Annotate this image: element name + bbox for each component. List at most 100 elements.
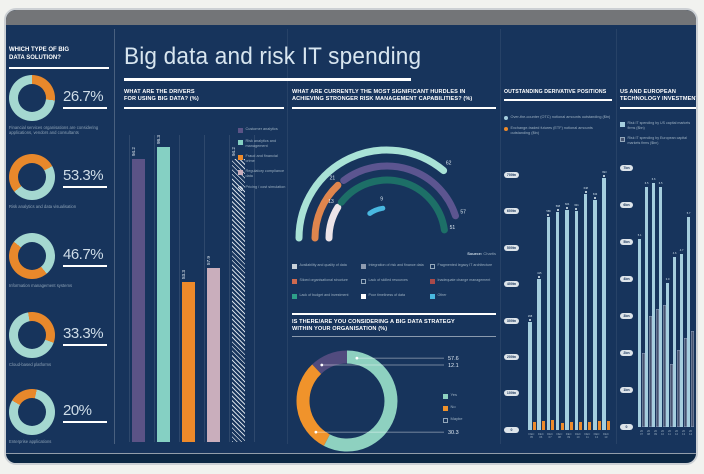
x-axis-label: DEC 06 bbox=[537, 432, 544, 440]
strategy-value: 57.6 bbox=[448, 356, 459, 362]
bar-top-dot bbox=[528, 319, 531, 321]
legend-item: Over-the-counter (OTC) notional amounts … bbox=[504, 115, 612, 120]
legend-item: Other bbox=[430, 293, 498, 299]
legend-item: Maybe bbox=[443, 416, 493, 423]
x-axis-label: 20 08 bbox=[646, 429, 651, 437]
gridline bbox=[229, 135, 230, 442]
callout-dot bbox=[320, 363, 324, 367]
legend-swatch bbox=[361, 279, 366, 284]
legend-label: Lack of budget and investment bbox=[299, 293, 349, 297]
driver-bar bbox=[182, 282, 195, 442]
derivatives-heading: OUTSTANDING DERIVATIVE POSITIONS bbox=[504, 89, 607, 95]
legend-label: Over-the-counter (OTC) notional amounts … bbox=[510, 115, 611, 119]
derivatives-legend: Over-the-counter (OTC) notional amounts … bbox=[504, 115, 612, 141]
legend-label: Customer analytics bbox=[245, 127, 278, 131]
hurdle-arc-value: 13 bbox=[328, 199, 334, 205]
x-axis-label: DEC 08 bbox=[556, 432, 563, 440]
divider bbox=[114, 29, 115, 444]
divider bbox=[124, 78, 411, 81]
strategy-heading-line1: IS THERE/ARE YOU CONSIDERING A BIG DATA … bbox=[292, 319, 455, 325]
x-axis-label: 20 11 bbox=[667, 429, 672, 437]
otc-bar bbox=[574, 211, 579, 430]
legend-item: Risk IT spending by European capital mar… bbox=[620, 136, 696, 145]
strategy-value: 12.1 bbox=[448, 363, 459, 369]
y-axis-label: 5bn bbox=[620, 239, 633, 245]
bar-value: 598 bbox=[555, 205, 561, 208]
bar-value: 298 bbox=[527, 315, 533, 318]
divider bbox=[63, 107, 107, 109]
tech-heading-line2: TECHNOLOGY INVESTMENT bbox=[620, 96, 698, 103]
legend-swatch bbox=[443, 418, 448, 423]
strategy-donut-chart: 57.612.1 30.3 bbox=[296, 350, 459, 452]
donut-hole bbox=[18, 242, 46, 270]
legend-item: Risk IT spending by US capital markets f… bbox=[620, 121, 696, 130]
bar-value: 586 bbox=[546, 210, 551, 213]
otc-bar bbox=[555, 212, 560, 430]
hurdle-arc-value: 21 bbox=[330, 176, 336, 182]
divider bbox=[292, 336, 496, 337]
legend-label: Risk IT spending by European capital mar… bbox=[627, 136, 687, 145]
bar-value: 4.6 bbox=[672, 252, 677, 255]
x-axis-label: DEC 12 bbox=[593, 432, 600, 440]
hurdles-legend: Availability and quality of data Integrat… bbox=[292, 263, 498, 305]
bar-value: 415 bbox=[537, 272, 542, 275]
legend-label: Poor timeliness of data bbox=[368, 293, 406, 297]
legend-label: Maybe bbox=[450, 416, 463, 421]
legend-label: Pricing / cost simulation bbox=[245, 184, 286, 189]
legend-dot bbox=[504, 127, 508, 131]
hurdle-arc bbox=[311, 181, 342, 242]
legend-item: Regulatory compliance data bbox=[238, 169, 286, 178]
legend-label: Inadequate change management bbox=[437, 278, 491, 282]
y-axis-label: 2bn bbox=[620, 350, 633, 356]
europe-bar bbox=[655, 309, 659, 427]
legend-item: Fragmented legacy IT architecture bbox=[430, 263, 498, 269]
bar-top-dot bbox=[556, 209, 559, 211]
y-axis-label: 500tn bbox=[504, 244, 519, 251]
x-axis-label: DEC 09 bbox=[565, 432, 572, 440]
legend-item: Inadequate change management bbox=[430, 278, 498, 284]
hurdles-heading-line1: WHAT ARE CURRENTLY THE MOST SIGNIFICANT … bbox=[292, 89, 466, 95]
legend-label: Yes bbox=[450, 392, 458, 397]
y-axis-label: 200tn bbox=[504, 354, 519, 360]
solution-item: 20% Enterprise applications bbox=[9, 389, 109, 463]
strategy-legend: Yes No Maybe bbox=[443, 392, 493, 429]
hurdle-arc-value: 51 bbox=[450, 225, 456, 231]
legend-swatch bbox=[430, 279, 435, 284]
donut-hole bbox=[18, 398, 46, 426]
otc-bar bbox=[546, 217, 551, 430]
bar-value: 5.7 bbox=[686, 212, 691, 215]
legend-item: Exchange-traded futures (ETF) notional a… bbox=[504, 126, 612, 135]
europe-bar bbox=[669, 364, 673, 427]
x-axis-label: 20 13 bbox=[681, 429, 686, 437]
hurdle-arc-value: 9 bbox=[380, 196, 383, 202]
europe-bar bbox=[662, 305, 666, 427]
x-axis-label: DEC 13 bbox=[602, 432, 609, 440]
legend-swatch bbox=[620, 137, 625, 143]
y-axis-label: 300tn bbox=[504, 317, 519, 324]
tech-heading: US AND EUROPEAN TECHNOLOGY INVESTMENT bbox=[620, 89, 698, 104]
y-axis-label: 700tn bbox=[504, 172, 519, 178]
drivers-heading: WHAT ARE THE DRIVERS FOR USING BIG DATA?… bbox=[124, 89, 284, 104]
legend-swatch bbox=[238, 140, 243, 145]
bar-value: 601 bbox=[574, 204, 579, 207]
legend-label: Fraud and financial crime bbox=[245, 154, 278, 163]
bar-value: 4.7 bbox=[679, 249, 684, 252]
strategy-value: 30.3 bbox=[448, 430, 459, 436]
legend-label: Integration of risk and finance data bbox=[368, 263, 424, 267]
gridline bbox=[204, 135, 205, 442]
bar-value: 633 bbox=[592, 193, 598, 196]
solution-item: 46.7% Information management systems bbox=[9, 233, 109, 312]
legend-label: Lack of skilled resources bbox=[368, 278, 408, 282]
source-label: Source: bbox=[467, 251, 483, 256]
y-axis-label: 0 bbox=[620, 424, 633, 430]
hurdles-arc-chart: 62 21 57 13 51 9 bbox=[295, 146, 466, 242]
solution-percentage: 53.3% bbox=[63, 167, 104, 184]
tech-heading-line1: US AND EUROPEAN bbox=[620, 89, 676, 95]
legend-item: Fraud and financial crime bbox=[238, 154, 286, 163]
divider bbox=[504, 99, 612, 101]
otc-bar bbox=[537, 279, 541, 430]
us-bar bbox=[687, 217, 691, 427]
strategy-donut-segment bbox=[323, 350, 398, 452]
legend-label: Fragmented legacy IT architecture bbox=[437, 263, 493, 267]
etf-bar bbox=[607, 421, 610, 430]
